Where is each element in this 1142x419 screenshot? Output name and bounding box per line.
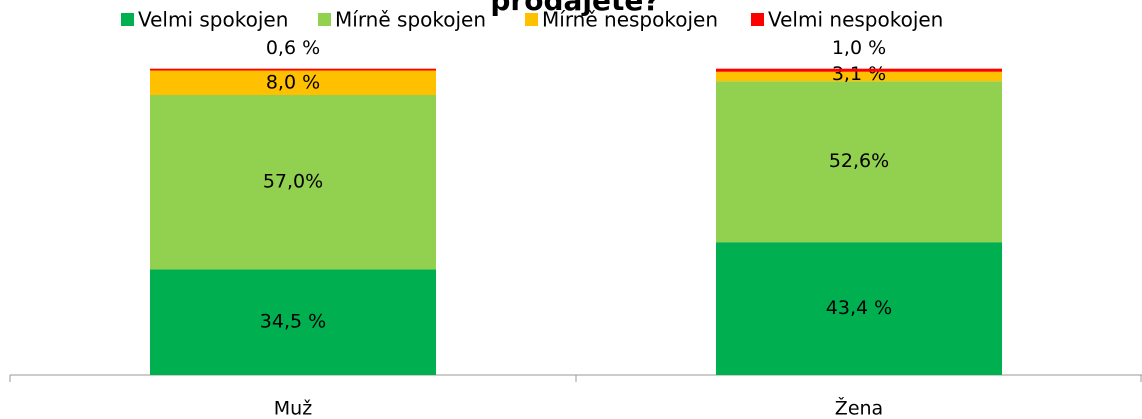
bar-segment	[716, 71, 1002, 82]
bar-segment	[716, 242, 1002, 375]
value-label: 1,0 %	[832, 37, 886, 59]
legend-label: Velmi spokojen	[138, 8, 288, 32]
value-label: 57,0%	[263, 171, 323, 193]
legend-label: Velmi nespokojen	[768, 8, 943, 32]
legend-label: Mírně spokojen	[335, 8, 486, 32]
bar-segment	[150, 269, 436, 375]
bar-segment	[150, 95, 436, 270]
legend-swatch	[525, 13, 538, 26]
legend-swatch	[121, 13, 134, 26]
bar-segment	[150, 70, 436, 96]
value-label: 52,6%	[829, 150, 889, 172]
value-label: 3,1 %	[832, 63, 886, 85]
value-label: 0,6 %	[266, 37, 320, 59]
x-tick-label: Muž	[274, 398, 312, 419]
legend-swatch	[751, 13, 764, 26]
value-label: 8,0 %	[266, 71, 320, 93]
x-tick-label: Žena	[835, 397, 883, 419]
value-label: 34,5 %	[260, 311, 326, 333]
legend-label: Mírně nespokojen	[542, 8, 718, 32]
value-label: 43,4 %	[826, 297, 892, 319]
bar-segment	[716, 68, 1002, 72]
legend-swatch	[318, 13, 331, 26]
bar-segment	[150, 68, 436, 71]
chart-title: prodajete?	[490, 0, 659, 17]
bar-segment	[716, 81, 1002, 243]
